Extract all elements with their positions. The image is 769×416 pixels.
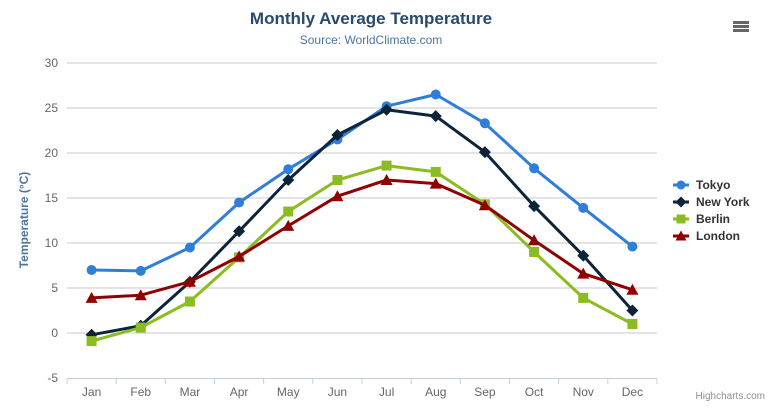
data-point-new-york[interactable] — [282, 174, 295, 186]
data-point-tokyo[interactable] — [135, 265, 146, 276]
data-point-london[interactable] — [331, 190, 344, 202]
legend-marker-shape — [675, 230, 687, 240]
data-point-tokyo[interactable] — [234, 197, 245, 208]
data-point-london[interactable] — [380, 174, 393, 185]
data-point-new-york[interactable] — [626, 304, 639, 317]
legend-marker-shape — [676, 214, 686, 223]
x-axis-label: Oct — [525, 385, 544, 399]
chart-title: Monthly Average Temperature — [249, 9, 493, 28]
x-axis-label: Nov — [573, 385, 594, 399]
data-point-berlin[interactable] — [627, 319, 638, 329]
data-point-new-york[interactable] — [577, 249, 590, 262]
x-axis-label: Feb — [130, 385, 151, 399]
x-axis-label: May — [277, 385, 300, 399]
legend: Tokyo New York Berlin London — [672, 176, 750, 244]
data-point-london[interactable] — [233, 250, 246, 262]
data-point-new-york[interactable] — [331, 129, 344, 141]
data-point-tokyo[interactable] — [283, 164, 294, 175]
data-point-berlin[interactable] — [86, 336, 97, 347]
y-axis-label: -5 — [47, 371, 58, 385]
data-point-berlin[interactable] — [529, 247, 540, 257]
legend-item-new-york[interactable]: New York — [672, 193, 750, 210]
data-point-berlin[interactable] — [381, 160, 392, 171]
chart-subtitle: Source: WorldClimate.com — [299, 33, 443, 47]
hamburger-icon — [733, 21, 749, 32]
data-point-berlin[interactable] — [135, 322, 146, 333]
x-axis-label: Jun — [328, 385, 347, 399]
data-point-london[interactable] — [134, 289, 147, 301]
legend-label: New York — [696, 194, 750, 209]
legend-marker-shape — [675, 196, 687, 207]
x-axis-label: Dec — [622, 385, 643, 399]
data-point-london[interactable] — [85, 291, 98, 303]
data-point-tokyo[interactable] — [529, 163, 540, 174]
data-point-tokyo[interactable] — [627, 241, 638, 252]
data-point-tokyo[interactable] — [578, 202, 589, 213]
data-point-tokyo[interactable] — [430, 89, 441, 100]
series-line-london — [90, 178, 634, 300]
legend-marker-circle-icon — [673, 180, 689, 189]
legend-item-tokyo[interactable]: Tokyo — [672, 176, 750, 193]
data-point-tokyo[interactable] — [86, 265, 97, 275]
data-point-berlin[interactable] — [283, 206, 294, 217]
y-axis-title: Temperature (°C) — [17, 171, 31, 269]
y-axis-label: 25 — [45, 101, 59, 115]
x-axis-label: Jan — [82, 385, 101, 399]
data-point-berlin[interactable] — [578, 292, 589, 303]
data-point-berlin[interactable] — [184, 296, 195, 307]
x-axis-label: Sep — [474, 385, 496, 399]
data-point-london[interactable] — [626, 283, 639, 295]
export-menu-button[interactable] — [733, 21, 749, 32]
legend-marker-square-icon — [673, 214, 689, 223]
x-axis-label: Aug — [425, 385, 446, 399]
data-point-new-york[interactable] — [233, 225, 246, 238]
legend-label: London — [696, 228, 740, 243]
series-line-new-york — [90, 108, 634, 337]
legend-label: Tokyo — [696, 177, 731, 192]
data-point-new-york[interactable] — [528, 200, 541, 213]
y-axis-label: 15 — [45, 191, 59, 205]
data-point-new-york[interactable] — [429, 110, 442, 123]
data-point-london[interactable] — [577, 267, 590, 279]
data-point-new-york[interactable] — [478, 146, 491, 159]
legend-marker-triangle-icon — [673, 230, 689, 240]
x-axis-label: Mar — [180, 385, 201, 399]
y-axis-label: 20 — [45, 146, 59, 160]
data-point-berlin[interactable] — [332, 175, 343, 185]
data-point-london[interactable] — [429, 177, 442, 189]
legend-marker-diamond-icon — [673, 196, 689, 207]
y-axis-label: 0 — [51, 326, 58, 340]
data-point-tokyo[interactable] — [184, 242, 195, 253]
data-point-london[interactable] — [183, 275, 196, 287]
y-axis-label: 30 — [45, 56, 59, 70]
data-point-berlin[interactable] — [430, 166, 441, 177]
y-axis-label: 5 — [51, 281, 58, 295]
legend-label: Berlin — [696, 211, 731, 226]
legend-item-berlin[interactable]: Berlin — [672, 210, 750, 227]
x-axis-label: Jul — [379, 385, 394, 399]
data-point-london[interactable] — [282, 219, 295, 231]
y-axis-label: 10 — [45, 236, 59, 250]
data-point-london[interactable] — [478, 199, 491, 211]
x-axis-label: Apr — [230, 385, 249, 399]
data-point-london[interactable] — [528, 234, 541, 246]
data-point-tokyo[interactable] — [479, 118, 490, 129]
legend-item-london[interactable]: London — [672, 227, 750, 244]
series-line-berlin — [90, 164, 634, 343]
legend-marker-shape — [676, 180, 686, 189]
credits-link[interactable]: Highcharts.com — [695, 391, 765, 402]
data-point-new-york[interactable] — [380, 103, 393, 116]
